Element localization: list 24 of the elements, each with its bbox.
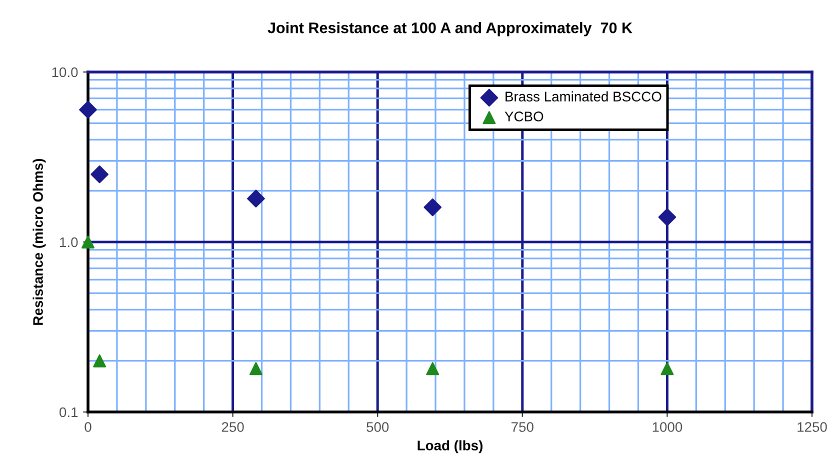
- x-axis-title: Load (lbs): [418, 440, 482, 454]
- legend-label: YCBO: [504, 112, 544, 122]
- point: [247, 190, 265, 208]
- y-tick-label: 1.0: [60, 237, 78, 248]
- point: [658, 208, 676, 226]
- point: [81, 235, 95, 249]
- point: [249, 362, 262, 376]
- x-tick-label: 0: [84, 422, 92, 432]
- y-tick-label: 0.1: [60, 407, 78, 418]
- x-tick-label: 500: [366, 422, 389, 432]
- x-tick-label: 250: [222, 422, 244, 432]
- legend-label: Brass Laminated BSCCO: [506, 91, 662, 102]
- point: [93, 354, 106, 368]
- point: [426, 362, 440, 376]
- y-axis-title: Resistance (micro Ohms): [32, 158, 46, 325]
- x-tick-label: 1250: [798, 422, 827, 432]
- chart-title: Joint Resistance at 100 A and Approximately 70 K: [268, 22, 632, 36]
- point: [424, 198, 442, 216]
- x-tick-label: 750: [512, 422, 534, 432]
- point: [660, 362, 674, 376]
- x-tick-label: 1000: [652, 422, 682, 432]
- point: [90, 165, 108, 184]
- point: [79, 100, 97, 119]
- y-tick-label: 10.0: [52, 67, 78, 78]
